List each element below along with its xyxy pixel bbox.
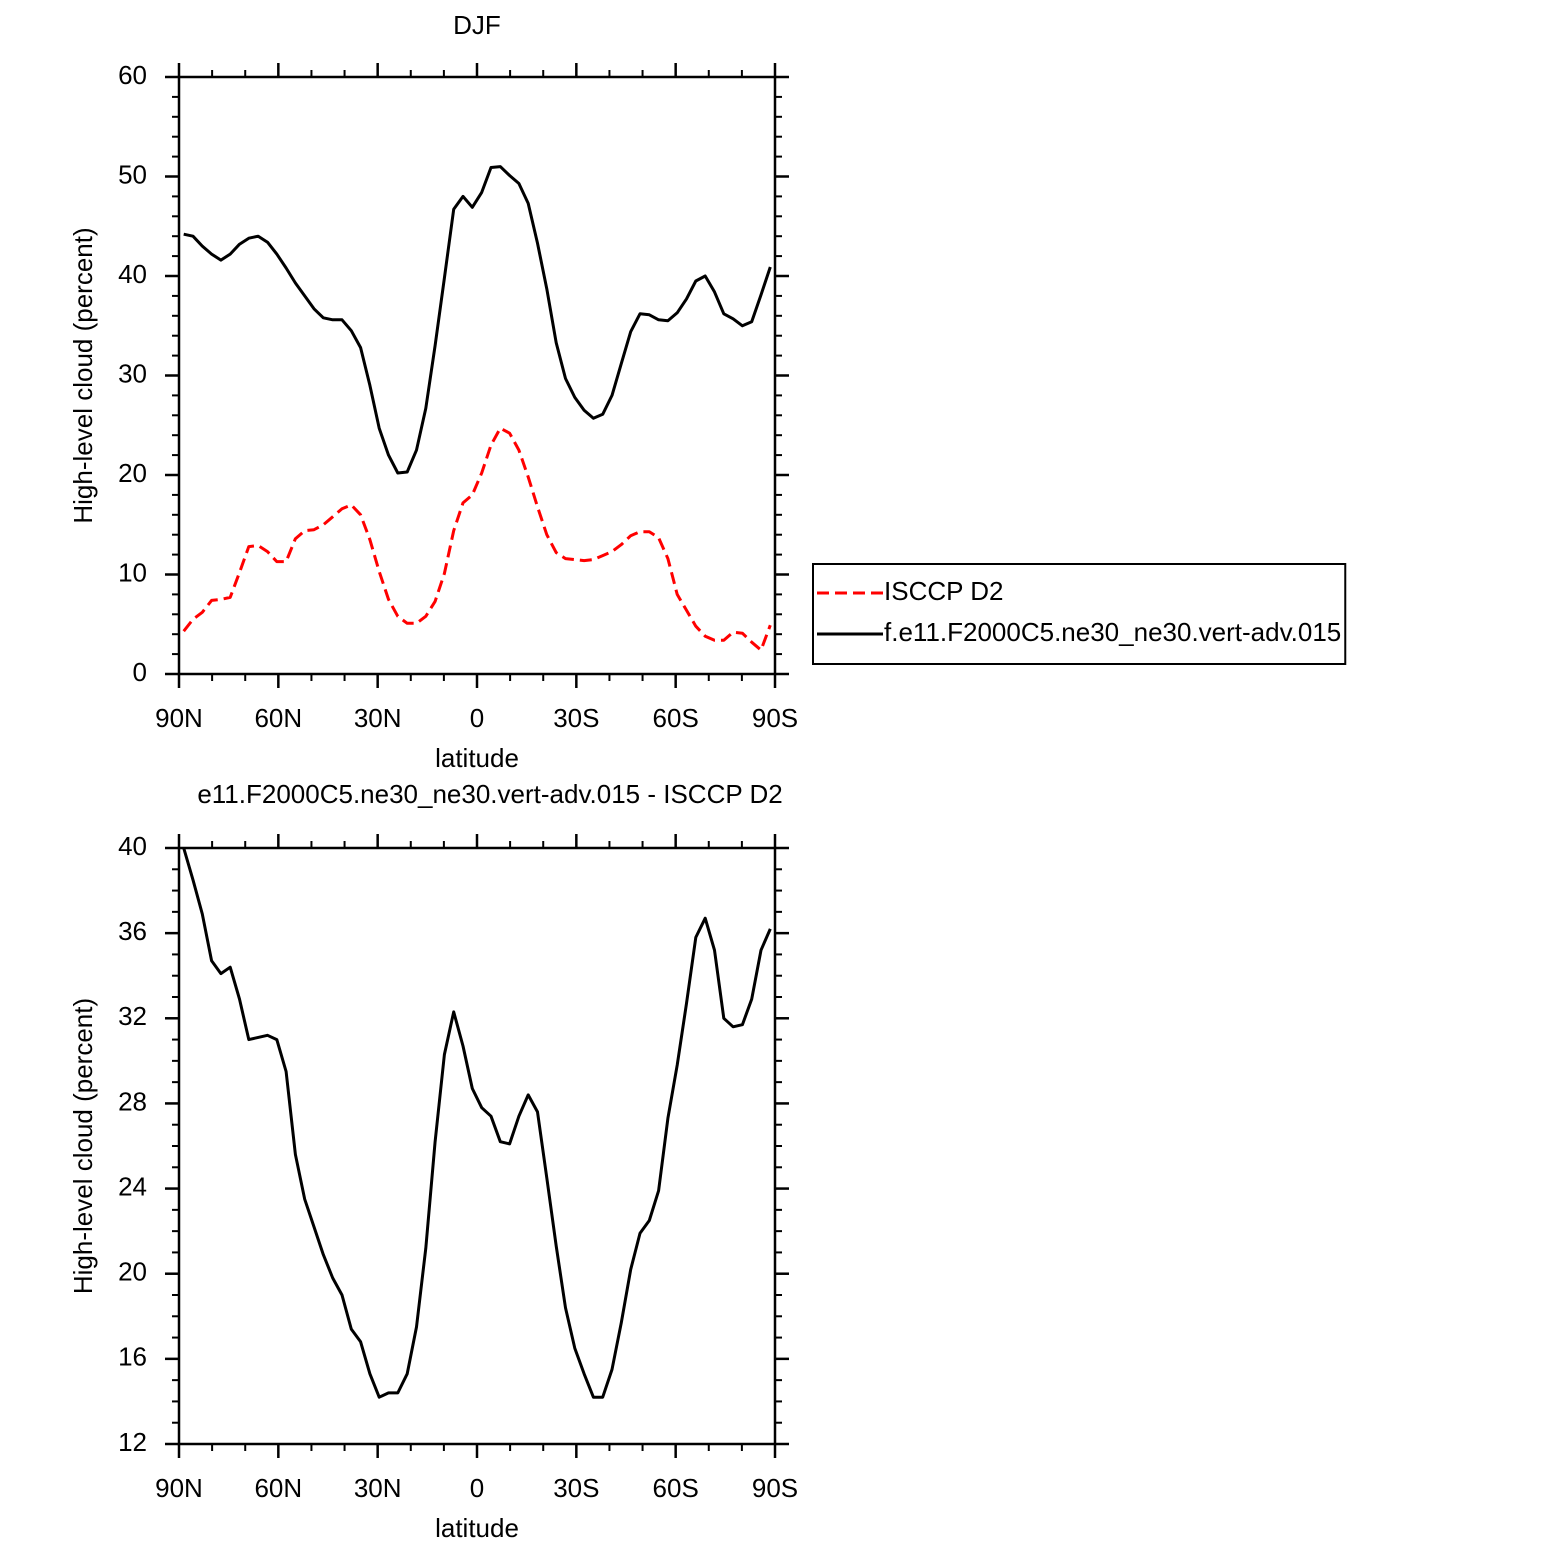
x-tick-label: 90S (752, 1473, 798, 1503)
x-tick-label: 60N (254, 703, 302, 733)
x-tick-label: 30N (354, 1473, 402, 1503)
x-tick-label: 60S (653, 703, 699, 733)
x-tick-label: 60S (653, 1473, 699, 1503)
y-tick-label: 32 (118, 1001, 147, 1031)
x-tick-label: 60N (254, 1473, 302, 1503)
chart-title: DJF (453, 10, 501, 40)
y-tick-label: 60 (118, 60, 147, 90)
legend: ISCCP D2 f.e11.F2000C5.ne30_ne30.vert-adv… (812, 563, 1347, 665)
x-tick-label: 90N (155, 703, 203, 733)
chart-title: e11.F2000C5.ne30_ne30.vert-adv.015 - ISC… (197, 779, 782, 809)
data-line (182, 847, 772, 1399)
legend-box (812, 563, 1347, 665)
x-tick-label: 90S (752, 703, 798, 733)
x-tick-label: 30S (553, 1473, 599, 1503)
plot: e11.F2000C5.ne30_ne30.vert-adv.015 - ISC… (68, 779, 798, 1543)
x-tick-label: 30N (354, 703, 402, 733)
y-tick-label: 30 (118, 358, 147, 388)
x-tick-label: 0 (470, 703, 484, 733)
x-tick-label: 0 (470, 1473, 484, 1503)
legend-label: ISCCP D2 (884, 576, 1003, 606)
y-tick-label: 28 (118, 1086, 147, 1116)
y-tick-label: 20 (118, 458, 147, 488)
y-tick-label: 16 (118, 1342, 147, 1372)
y-tick-label: 12 (118, 1427, 147, 1457)
y-tick-label: 10 (118, 557, 147, 587)
x-axis-label: latitude (435, 743, 519, 773)
x-tick-label: 90N (155, 1473, 203, 1503)
y-tick-label: 36 (118, 916, 147, 946)
y-tick-label: 50 (118, 159, 147, 189)
y-axis-label: High-level cloud (percent) (68, 227, 98, 523)
data-line (182, 426, 772, 652)
y-tick-label: 40 (118, 831, 147, 861)
plot-frame (177, 75, 777, 676)
data-line (183, 165, 772, 475)
x-axis-label: latitude (435, 1513, 519, 1543)
plot: DJF 0 10 20 30 40 50 60 90N 60N 30N 0 30S 60S 90S latit… (68, 10, 1347, 773)
y-axis-label: High-level cloud (percent) (68, 998, 98, 1294)
plot-frame (177, 846, 777, 1446)
y-tick-label: 0 (133, 657, 147, 687)
legend-label: f.e11.F2000C5.ne30_ne30.vert-adv.015 (884, 617, 1341, 647)
x-tick-label: 30S (553, 703, 599, 733)
y-tick-label: 24 (118, 1171, 147, 1201)
y-tick-label: 20 (118, 1257, 147, 1287)
y-tick-label: 40 (118, 259, 147, 289)
